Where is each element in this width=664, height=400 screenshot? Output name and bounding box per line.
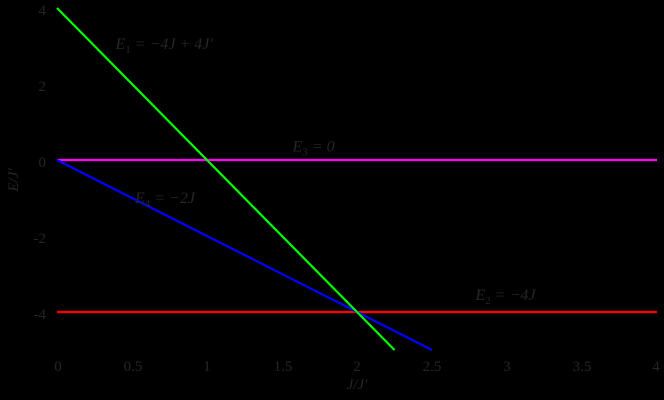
- series-line-e1: [56, 7, 396, 351]
- y-tick-label: 4: [39, 3, 47, 19]
- series-layer: [56, 7, 657, 351]
- y-tick-label: 0: [39, 155, 47, 171]
- x-tick-label: 1.5: [274, 359, 293, 375]
- annotation-label: E4 = −2J: [134, 190, 196, 210]
- x-tick-label: 0.5: [124, 359, 143, 375]
- y-axis-label: E/J′: [6, 168, 22, 193]
- x-tick-label: 2: [353, 359, 361, 375]
- x-tick-label: 2.5: [423, 359, 442, 375]
- annotation-label: E3 = 0: [292, 139, 335, 159]
- x-tick-label: 3: [503, 359, 511, 375]
- annotation-label: E1 = −4J + 4J′: [115, 36, 214, 56]
- x-tick-label: 1: [203, 359, 211, 375]
- y-tick-label: -2: [34, 231, 47, 247]
- y-tick-label: 2: [39, 79, 47, 95]
- x-axis-ticks: 0 0.5 1 1.5 2 2.5 3 3.5 4: [54, 359, 660, 375]
- annotation-layer: E1 = −4J + 4J′ E3 = 0 E4 = −2J E2 = −4J: [115, 36, 537, 307]
- annotation-label: E2 = −4J: [475, 287, 537, 307]
- x-tick-label: 0: [54, 359, 62, 375]
- y-tick-label: -4: [34, 307, 47, 323]
- series-line-e4: [56, 159, 433, 351]
- x-tick-label: 3.5: [573, 359, 592, 375]
- x-tick-label: 4: [652, 359, 660, 375]
- y-axis-ticks: 4 2 0 -2 -4: [34, 3, 47, 323]
- x-axis-label: J/J′: [347, 377, 368, 393]
